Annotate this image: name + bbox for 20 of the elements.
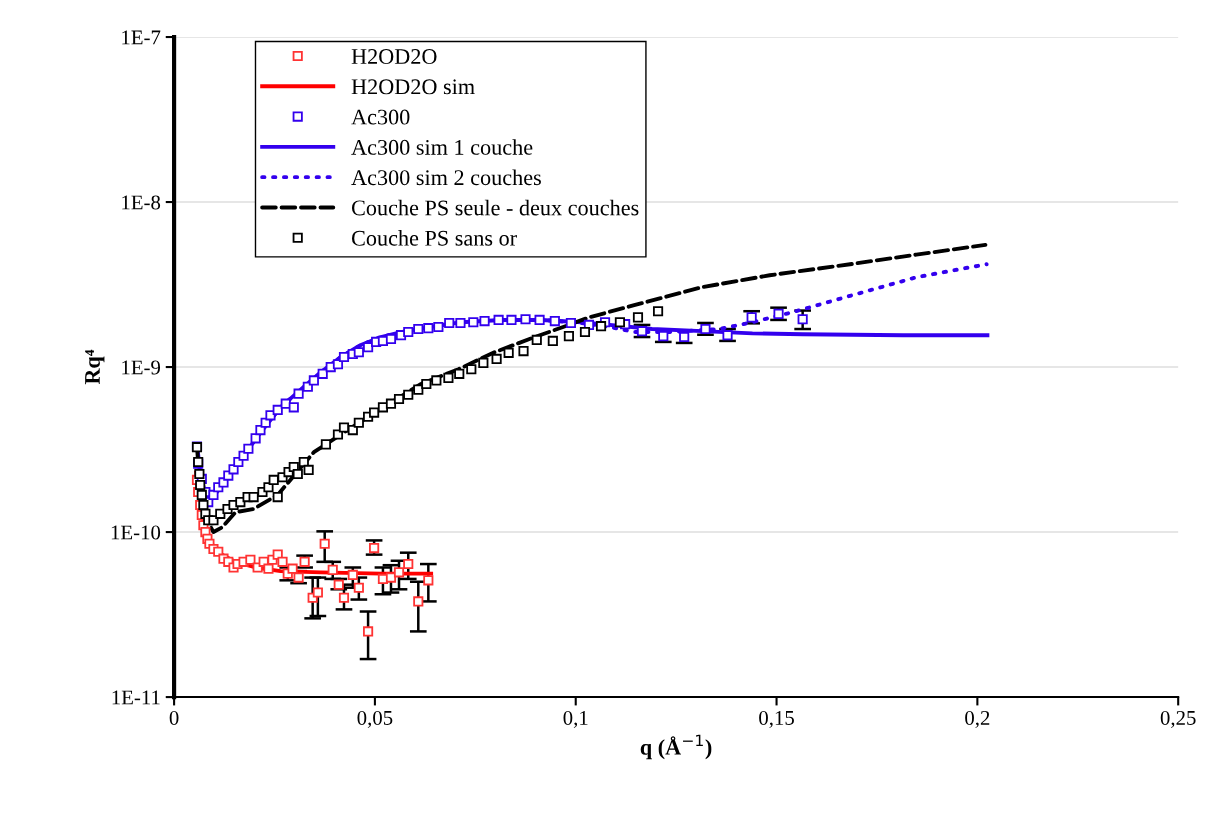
y-axis-title: Rq⁴: [85, 349, 105, 385]
x-axis-title: q (Å$^{−1}$): [640, 734, 712, 760]
y-tick-label: 1E-10: [111, 525, 161, 540]
legend-label: Couche PS seule - deux couches: [351, 199, 639, 216]
y-tick-label: 1E-9: [122, 360, 161, 375]
x-tick-label: 0,25: [1160, 710, 1196, 728]
x-tick-label: 0,15: [759, 710, 794, 728]
legend-label: H2OD2O: [351, 49, 437, 64]
y-tick-label: 1E-7: [122, 30, 161, 45]
x-tick-label: 0,1: [563, 710, 588, 728]
x-tick-label: 0,2: [965, 710, 990, 728]
legend-label: Ac300 sim 1 couche: [351, 139, 533, 155]
legend-label: Ac300: [351, 109, 410, 125]
x-tick-label: 0: [169, 710, 179, 725]
x-tick-label: 0,05: [357, 710, 393, 728]
legend-label: H2OD2O sim: [351, 79, 475, 95]
legend-label: Ac300 sim 2 couches: [351, 169, 541, 186]
legend-label: Couche PS sans or: [351, 230, 517, 246]
y-tick-label: 1E-8: [122, 195, 161, 210]
y-tick-label: 1E-11: [112, 690, 160, 705]
